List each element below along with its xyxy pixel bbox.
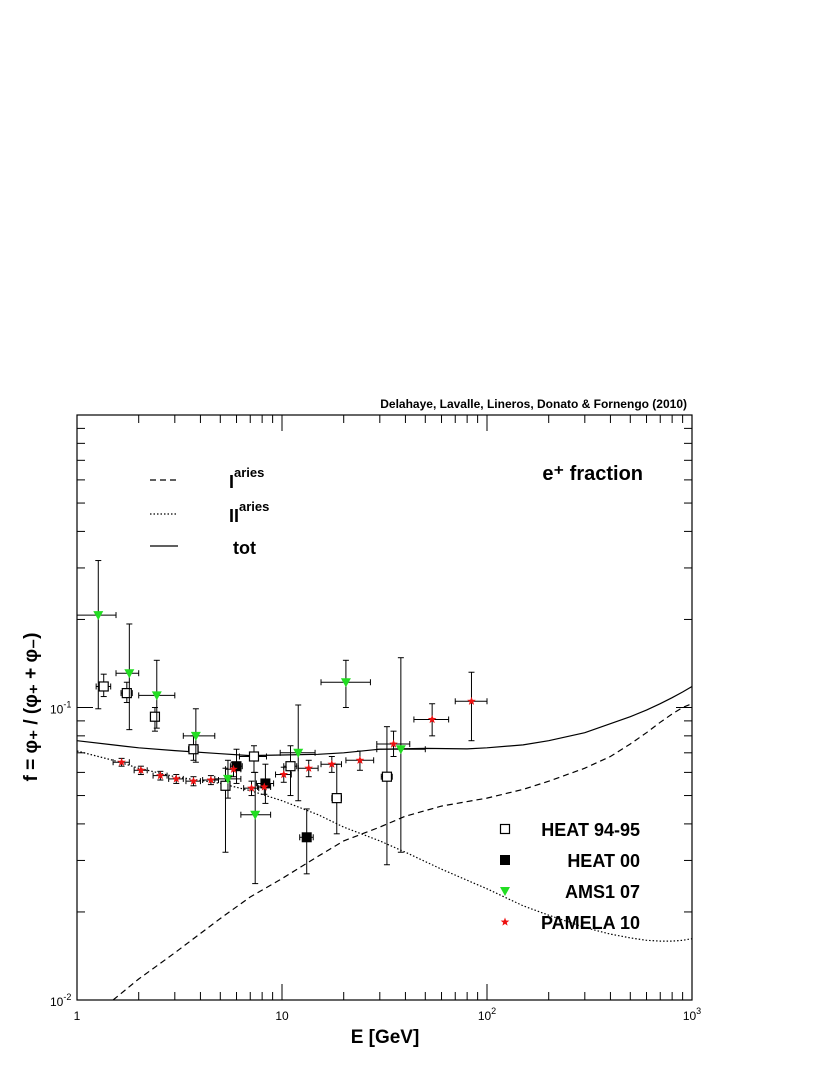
heat-94-95-point: [121, 688, 132, 699]
heat-94-95-point: [98, 681, 109, 692]
chart-credit: Delahaye, Lavalle, Lineros, Donato & For…: [380, 397, 687, 411]
y-tick-label: 10-2: [50, 992, 71, 1009]
curve-legend: Iaries IIaries tot: [150, 465, 269, 558]
y-axis-label: f = φ₊ / (φ₊ + φ₋): [21, 633, 42, 782]
pamela-10-point: [355, 755, 365, 764]
heat-94-95-point: [285, 761, 296, 772]
heat-94-95-point: [381, 771, 393, 782]
ams1-07-point: [395, 745, 406, 755]
pamela-10-point: [189, 776, 198, 785]
ams1-07-point: [190, 731, 201, 741]
ams1-07-point: [93, 611, 104, 621]
ams1-07-point: [151, 691, 162, 701]
x-tick-label: 10: [275, 1009, 289, 1023]
heat-00-point: [231, 761, 242, 772]
heat-94-95-point: [220, 780, 231, 791]
legend-total-label: tot: [233, 538, 256, 558]
legend-heat-00-label: HEAT 00: [567, 851, 640, 871]
pamela-10-point: [279, 770, 288, 779]
pamela-10-point: [117, 757, 126, 766]
pamela-10-point: [260, 782, 269, 791]
legend-pamela-10-label: PAMELA 10: [541, 913, 640, 933]
pamela-10-point: [136, 765, 146, 774]
pamela-10-point: [156, 771, 165, 780]
legend-pamela-10-marker: [500, 917, 510, 926]
legend-heat-94-95-marker: [499, 823, 511, 835]
pamela-10-point: [304, 763, 313, 772]
axis-ticks: [77, 415, 692, 1000]
pamela-10-point: [247, 783, 256, 792]
ams1-07-point: [250, 810, 261, 820]
x-axis-label: E [GeV]: [351, 1027, 420, 1048]
pamela-10-point: [389, 739, 398, 748]
ams1-07-point: [222, 774, 233, 784]
legend-heat-00-marker: [500, 855, 510, 865]
ams1-07-point: [340, 678, 351, 688]
pamela-10-point: [172, 774, 181, 783]
primaries-curve: [112, 703, 693, 1001]
y-tick-label: 10-1: [50, 700, 71, 717]
legend-ams1-07-marker: [500, 887, 510, 896]
heat-94-95-point: [331, 793, 342, 804]
pamela-10-point: [229, 764, 238, 773]
data-points: [76, 560, 488, 885]
x-tick-label: 103: [683, 1006, 701, 1023]
legend-secondaries-label: IIaries: [229, 499, 269, 526]
data-legend: HEAT 94-95 HEAT 00 AMS1 07 PAMELA 10: [499, 820, 640, 933]
legend-ams1-07-label: AMS1 07: [565, 882, 640, 902]
legend-primaries-label: Iaries: [229, 465, 264, 492]
pamela-10-point: [206, 775, 216, 784]
pamela-10-point: [427, 715, 437, 724]
heat-94-95-point: [149, 711, 161, 722]
ams1-07-series: [76, 560, 426, 885]
legend-heat-94-95-label: HEAT 94-95: [541, 820, 640, 840]
pamela-10-point: [467, 696, 476, 705]
total-curve: [76, 685, 693, 757]
chart-annotation: e⁺ fraction: [542, 463, 643, 485]
heat-00-point: [301, 832, 312, 843]
ams1-07-point: [124, 669, 135, 679]
x-tick-label: 102: [478, 1006, 496, 1023]
heat-94-95-point: [188, 744, 199, 755]
model-curves: [76, 685, 693, 1001]
ams1-07-point: [293, 748, 304, 758]
pamela-10-series: [112, 671, 488, 797]
pamela-10-point: [327, 759, 337, 768]
x-tick-label: 1: [74, 1009, 81, 1023]
heat-94-95-point: [248, 751, 260, 762]
